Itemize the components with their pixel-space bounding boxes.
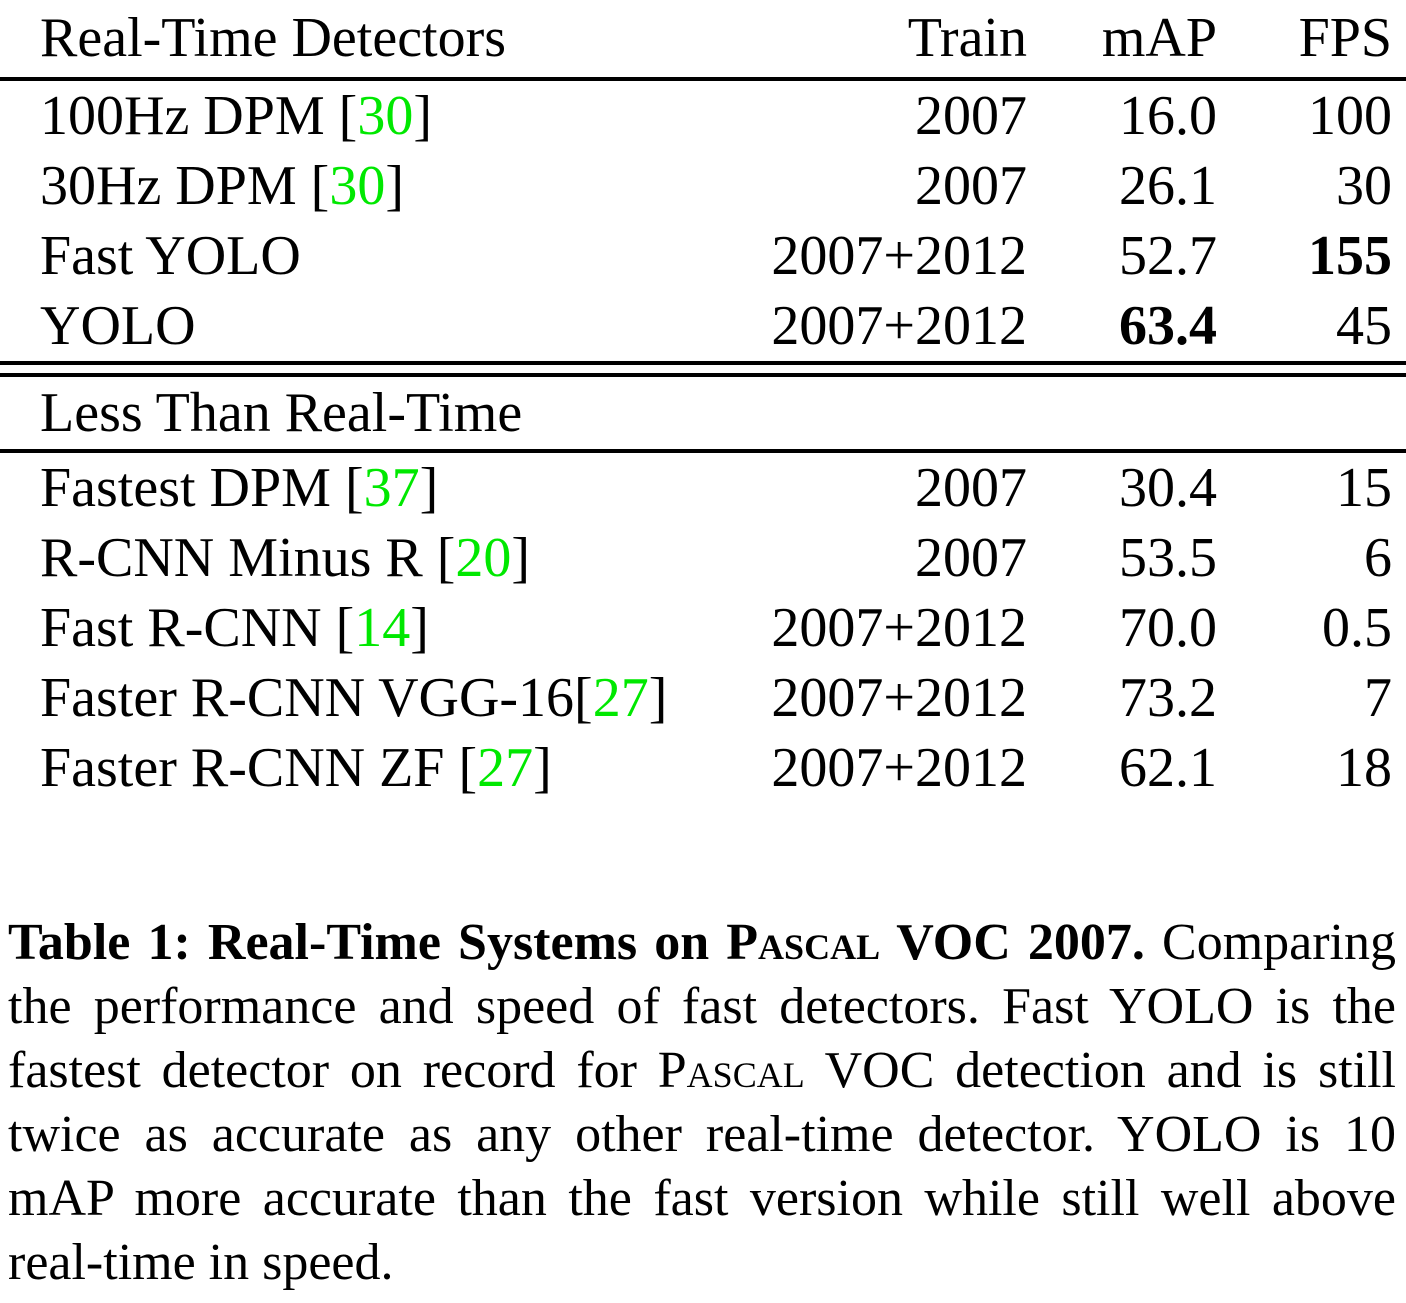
table-cell-fps: 15	[1336, 457, 1392, 519]
table-header-detectors: Real-Time Detectors	[40, 7, 507, 69]
table-header-train: Train	[907, 7, 1027, 69]
detector-name: Faster R-CNN VGG-16[	[40, 667, 593, 729]
table-cell-fps: 45	[1336, 295, 1392, 357]
detector-name: YOLO	[40, 295, 196, 357]
header-rule	[0, 77, 1406, 81]
table-header-map: mAP	[1101, 7, 1217, 69]
citation-bracket: ]	[419, 457, 439, 519]
caption-body: Comparing the performance and speed of f…	[8, 914, 1396, 1099]
caption-body-smallcaps: Pascal	[657, 1042, 805, 1099]
table-cell-train: 2007	[915, 85, 1027, 147]
citation-bracket: ]	[648, 667, 668, 729]
caption-body-end: VOC detection and is still twice as accu…	[8, 1042, 1396, 1291]
caption-title-end: VOC 2007.	[880, 914, 1145, 971]
table-caption: Table 1: Real-Time Systems on Pascal VOC…	[0, 911, 1406, 1295]
table-cell-map: 16.0	[1119, 85, 1217, 147]
citation-link[interactable]: 27	[592, 667, 649, 729]
detector-name: Fast YOLO	[40, 225, 301, 287]
detector-name: 30Hz DPM [	[40, 155, 330, 217]
empty-cell	[1041, 377, 1231, 449]
detector-name: 100Hz DPM [	[40, 85, 358, 147]
table-cell-map: 62.1	[1119, 737, 1217, 799]
section-rule	[0, 449, 1406, 453]
citation-link[interactable]: 27	[477, 737, 534, 799]
table-cell-map: 73.2	[1119, 667, 1217, 729]
empty-cell	[711, 377, 1041, 449]
table-cell-map: 26.1	[1119, 155, 1217, 217]
table-cell-map: 70.0	[1119, 597, 1217, 659]
table-cell-map: 30.4	[1119, 457, 1217, 519]
table-header-fps: FPS	[1298, 7, 1392, 69]
table-row-name: Faster R-CNN ZF [27]	[0, 733, 711, 803]
table-row-name: R-CNN Minus R [20]	[0, 523, 711, 593]
citation-link[interactable]: 30	[357, 85, 414, 147]
citation-bracket: ]	[385, 155, 404, 217]
table-cell-fps-best: 155	[1308, 225, 1392, 287]
table-row-name: YOLO	[0, 291, 711, 361]
table-row-name: 30Hz DPM [30]	[0, 151, 711, 221]
table-cell-fps: 18	[1336, 737, 1392, 799]
citation-bracket: ]	[511, 527, 531, 589]
detector-name: Fastest DPM [	[40, 457, 364, 519]
section-label: Less Than Real-Time	[40, 382, 523, 444]
table-row-name: 100Hz DPM [30]	[0, 81, 711, 151]
table-row-name: Fast R-CNN [14]	[0, 593, 711, 663]
table-cell-fps: 30	[1336, 155, 1392, 217]
table-cell-train: 2007+2012	[771, 225, 1027, 287]
citation-bracket: ]	[410, 597, 429, 659]
empty-cell	[1231, 377, 1406, 449]
results-table: Real-Time Detectors Train mAP FPS 100Hz …	[0, 7, 1406, 803]
table-cell-train: 2007	[915, 457, 1027, 519]
table-cell-map: 53.5	[1119, 527, 1217, 589]
caption-label: Table 1:	[8, 914, 208, 971]
citation-link[interactable]: 37	[363, 457, 420, 519]
table-cell-map: 52.7	[1119, 225, 1217, 287]
table-cell-map-best: 63.4	[1119, 295, 1217, 357]
table-cell-fps: 0.5	[1322, 597, 1392, 659]
citation-link[interactable]: 30	[329, 155, 386, 217]
detector-name: Fast R-CNN [	[40, 597, 355, 659]
citation-bracket: ]	[533, 737, 552, 799]
citation-link[interactable]: 14	[354, 597, 411, 659]
detector-name: Faster R-CNN ZF [	[40, 737, 478, 799]
table-cell-train: 2007+2012	[771, 597, 1027, 659]
caption-title-smallcaps: Pascal	[726, 914, 881, 971]
table-row-name: Faster R-CNN VGG-16[27]	[0, 663, 711, 733]
table-cell-fps: 100	[1308, 85, 1392, 147]
table-row-name: Fastest DPM [37]	[0, 453, 711, 523]
section-divider-rule	[0, 361, 1406, 377]
caption-title: Real-Time Systems on	[207, 914, 727, 971]
citation-bracket: ]	[413, 85, 432, 147]
table-cell-train: 2007+2012	[771, 737, 1027, 799]
table-cell-train: 2007+2012	[771, 295, 1027, 357]
table-row-name: Fast YOLO	[0, 221, 711, 291]
detector-name: R-CNN Minus R [	[40, 527, 456, 589]
table-cell-fps: 7	[1364, 667, 1392, 729]
table-cell-train: 2007	[915, 527, 1027, 589]
table-cell-train: 2007	[915, 155, 1027, 217]
table-cell-fps: 6	[1364, 527, 1392, 589]
citation-link[interactable]: 20	[455, 527, 512, 589]
table-cell-train: 2007+2012	[771, 667, 1027, 729]
